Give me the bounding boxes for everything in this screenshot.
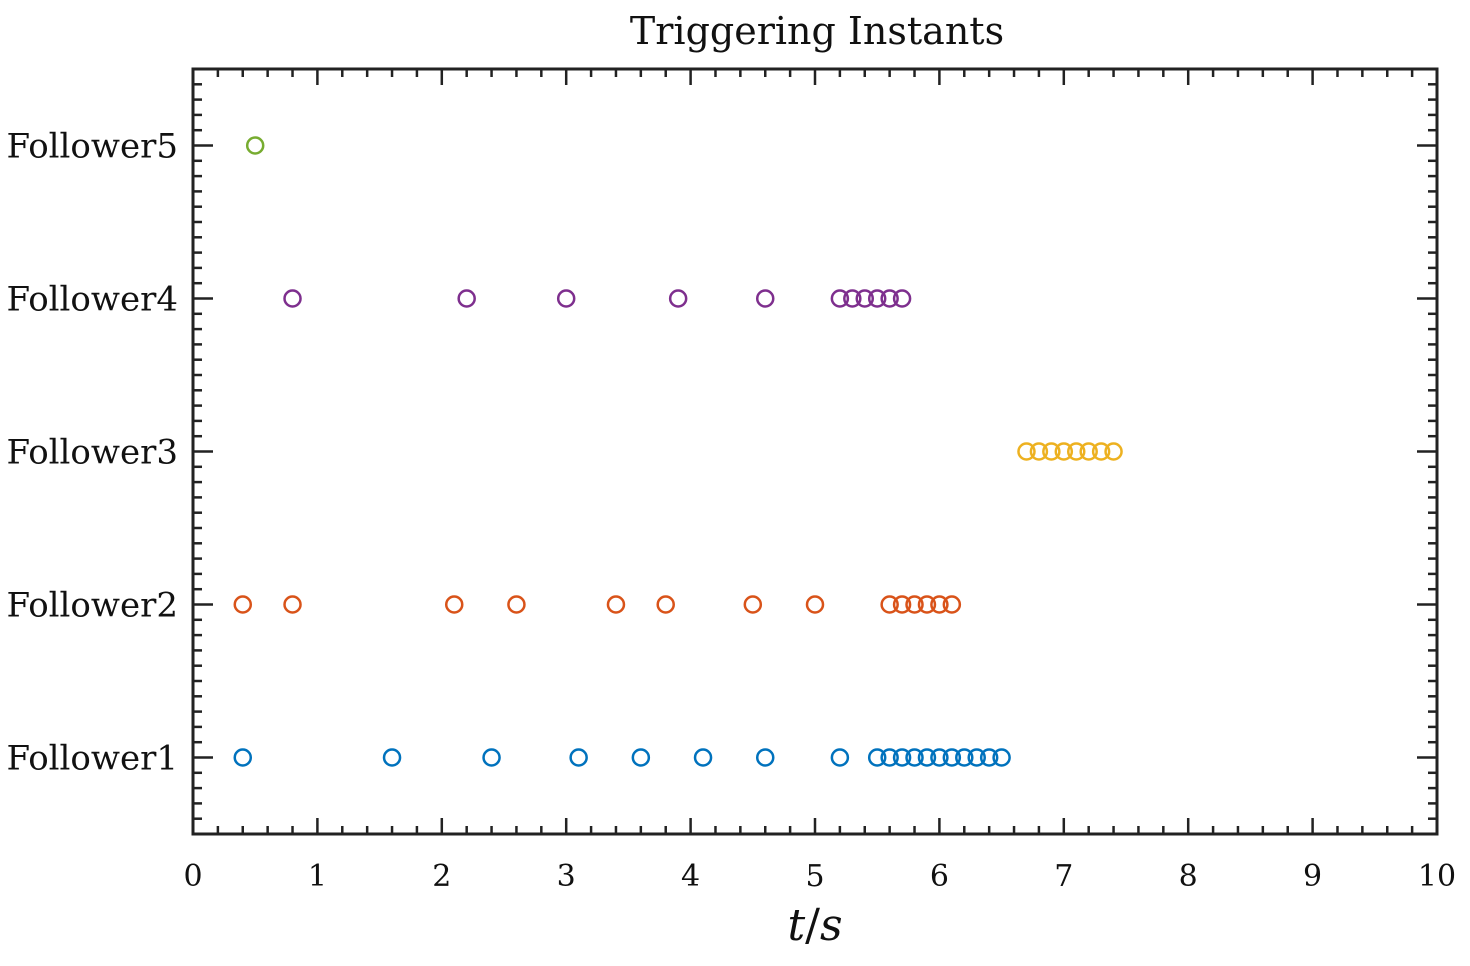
data-point	[569, 748, 588, 767]
data-point	[905, 748, 924, 767]
data-point	[967, 748, 986, 767]
data-point	[930, 748, 949, 767]
x-axis-label: t/s	[787, 900, 842, 951]
data-point	[855, 289, 875, 308]
data-point	[843, 289, 862, 308]
x-tick-label: 1	[308, 859, 327, 894]
axis-ticks: 0 1 2 3 4 5 6 7 8 9 10 Follower1 Follower2 Follower3 F…	[6, 67, 1456, 894]
data-point	[880, 289, 899, 308]
data-point	[892, 748, 912, 767]
data-points	[233, 136, 1123, 767]
x-tick-label: 0	[183, 859, 202, 894]
data-point	[556, 289, 576, 308]
data-point	[930, 595, 949, 614]
data-point	[992, 748, 1011, 767]
data-point	[892, 595, 912, 614]
data-point	[942, 595, 962, 614]
x-tick-label: 5	[805, 859, 824, 894]
y-category-label: Follower2	[6, 586, 178, 626]
x-tick-label: 4	[681, 859, 700, 894]
data-point	[942, 748, 962, 767]
x-tick-label: 6	[930, 859, 949, 894]
x-tick-label: 2	[432, 859, 451, 894]
x-tick-label: 10	[1418, 859, 1456, 894]
data-point	[905, 595, 924, 614]
data-point	[382, 748, 402, 767]
y-category-label: Follower3	[6, 433, 178, 473]
data-point	[668, 289, 688, 308]
data-point	[606, 595, 626, 614]
data-point	[233, 595, 253, 614]
data-point	[917, 595, 937, 614]
y-category-label: Follower1	[6, 739, 178, 779]
data-point	[245, 136, 265, 155]
x-tick-label: 8	[1179, 859, 1198, 894]
data-point	[1017, 442, 1036, 461]
data-point	[283, 595, 302, 614]
data-point	[867, 748, 887, 767]
data-point	[457, 289, 476, 308]
data-point	[830, 289, 850, 308]
data-point	[233, 748, 253, 767]
data-point	[917, 748, 937, 767]
data-point	[1042, 442, 1061, 461]
x-tick-label: 7	[1054, 859, 1073, 894]
data-point	[631, 748, 651, 767]
data-point	[482, 748, 501, 767]
y-category-label: Follower5	[6, 127, 178, 167]
plot-frame	[191, 67, 1439, 836]
data-point	[444, 595, 464, 614]
data-point	[955, 748, 974, 767]
x-tick-label: 9	[1303, 859, 1322, 894]
data-point	[283, 289, 302, 308]
data-point	[755, 289, 775, 308]
data-point	[507, 595, 526, 614]
data-point	[755, 748, 775, 767]
data-point	[892, 289, 912, 308]
data-point	[867, 289, 887, 308]
data-point	[693, 748, 713, 767]
y-category-label: Follower4	[6, 280, 178, 320]
data-point	[1029, 442, 1049, 461]
data-point	[805, 595, 825, 614]
data-point	[979, 748, 999, 767]
data-point	[656, 595, 675, 614]
data-point	[880, 748, 899, 767]
data-point	[1054, 442, 1074, 461]
chart-title: Triggering Instants	[630, 9, 1004, 53]
data-point	[1066, 442, 1086, 461]
data-point	[743, 595, 763, 614]
x-tick-label: 3	[557, 859, 576, 894]
data-point	[1091, 442, 1111, 461]
data-point	[1104, 442, 1123, 461]
data-point	[830, 748, 850, 767]
data-point	[880, 595, 899, 614]
data-point	[1079, 442, 1098, 461]
